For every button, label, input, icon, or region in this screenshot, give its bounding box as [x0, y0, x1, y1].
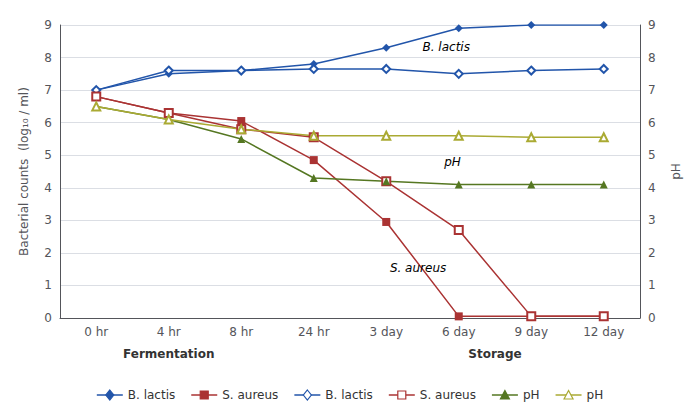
svg-text:3: 3: [44, 213, 52, 227]
svg-text:3 day: 3 day: [369, 325, 403, 339]
svg-text:3: 3: [648, 213, 656, 227]
svg-text:1: 1: [44, 278, 52, 292]
svg-text:4: 4: [44, 181, 52, 195]
svg-text:Storage: Storage: [468, 347, 521, 361]
svg-text:4 hr: 4 hr: [157, 325, 181, 339]
svg-text:pH: pH: [669, 163, 683, 180]
svg-text:Fermentation: Fermentation: [123, 347, 214, 361]
svg-text:pH: pH: [523, 388, 540, 402]
svg-text:S. aureus: S. aureus: [222, 388, 278, 402]
svg-text:2: 2: [648, 246, 656, 260]
svg-text:6 day: 6 day: [442, 325, 476, 339]
svg-text:Bacterial counts (log₁₀ / ml): Bacterial counts (log₁₀ / ml): [17, 87, 31, 256]
svg-text:6: 6: [648, 116, 656, 130]
svg-text:0: 0: [648, 311, 656, 325]
svg-text:7: 7: [648, 83, 656, 97]
svg-text:6: 6: [44, 116, 52, 130]
svg-text:0: 0: [44, 311, 52, 325]
svg-text:9 day: 9 day: [514, 325, 548, 339]
svg-text:B. lactis: B. lactis: [423, 40, 470, 54]
svg-text:9: 9: [648, 18, 656, 32]
svg-text:B. lactis: B. lactis: [128, 388, 175, 402]
svg-text:B. lactis: B. lactis: [325, 388, 372, 402]
svg-text:4: 4: [648, 181, 656, 195]
svg-text:1: 1: [648, 278, 656, 292]
svg-text:pH: pH: [443, 155, 461, 169]
svg-text:8 hr: 8 hr: [229, 325, 253, 339]
svg-text:8: 8: [44, 51, 52, 65]
svg-text:5: 5: [44, 148, 52, 162]
svg-text:0 hr: 0 hr: [84, 325, 108, 339]
svg-text:pH: pH: [587, 388, 604, 402]
svg-text:5: 5: [648, 148, 656, 162]
svg-text:24 hr: 24 hr: [298, 325, 330, 339]
svg-text:8: 8: [648, 51, 656, 65]
svg-text:7: 7: [44, 83, 52, 97]
svg-text:9: 9: [44, 18, 52, 32]
svg-text:2: 2: [44, 246, 52, 260]
svg-text:12 day: 12 day: [583, 325, 624, 339]
svg-text:S. aureus: S. aureus: [420, 388, 476, 402]
svg-text:S. aureus: S. aureus: [390, 261, 446, 275]
